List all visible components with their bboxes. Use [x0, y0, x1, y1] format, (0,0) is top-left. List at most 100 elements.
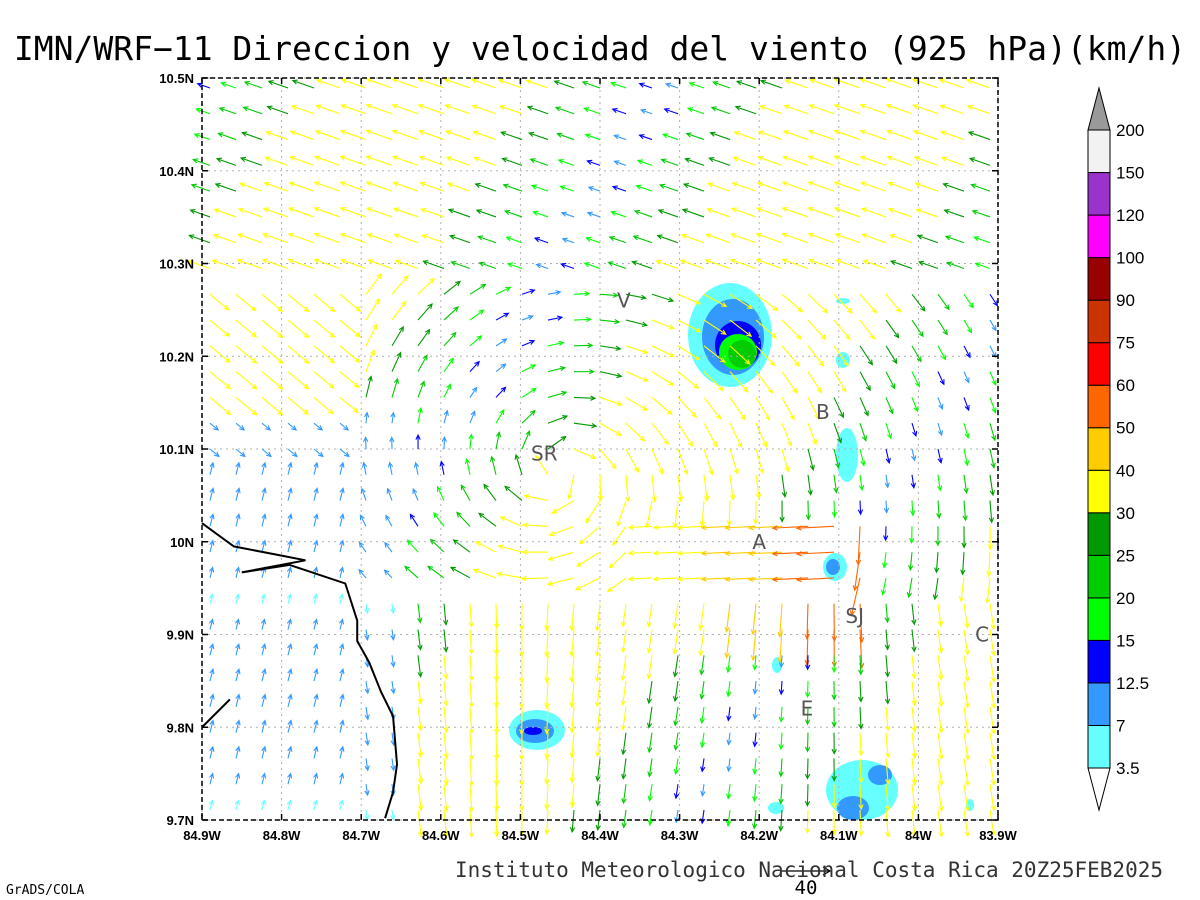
wind-vector-head: [942, 182, 949, 188]
wind-vector: [988, 552, 991, 577]
wind-vector: [314, 207, 341, 218]
wind-vector: [625, 345, 648, 354]
wind-vector: [443, 306, 459, 321]
wind-vector: [261, 514, 266, 527]
reference-vector-head: [822, 866, 832, 876]
wind-vector-head: [608, 562, 615, 569]
wind-vector: [674, 655, 679, 677]
wind-vector: [504, 210, 523, 218]
wind-vector-head: [561, 237, 568, 243]
wind-vector-head: [752, 796, 758, 803]
wind-vector: [963, 784, 969, 811]
wind-vector-head: [420, 207, 427, 213]
wind-vector-head: [209, 487, 215, 494]
wind-vector: [807, 423, 817, 445]
wind-vector: [937, 732, 943, 760]
wind-vector-head: [218, 107, 225, 113]
wind-vector: [366, 155, 393, 166]
wind-vector: [547, 436, 566, 450]
wind-vector: [703, 319, 727, 335]
wind-vector-head: [967, 131, 974, 137]
wind-vector-head: [263, 181, 270, 187]
wind-vector-head: [771, 525, 778, 531]
wind-vector: [657, 235, 679, 244]
wind-vector-head: [313, 719, 319, 726]
wind-vector: [781, 319, 802, 340]
wind-vector: [288, 233, 315, 244]
wind-vector: [242, 132, 263, 141]
wind-vector: [780, 706, 783, 722]
wind-vector: [261, 448, 272, 457]
wind-vector: [391, 809, 394, 820]
wind-vector-head: [384, 541, 390, 548]
wind-vector: [651, 345, 675, 357]
wind-vector-head: [217, 132, 224, 138]
wind-vector-head: [700, 766, 706, 773]
wind-vector: [339, 448, 350, 457]
wind-vector-head: [719, 357, 726, 363]
wind-vector-head: [627, 550, 634, 556]
wind-vector-head: [468, 433, 474, 440]
wind-vector-head: [938, 780, 944, 787]
wind-vector: [365, 298, 380, 321]
wind-vector: [495, 432, 500, 450]
wind-vector: [453, 539, 471, 553]
wind-vector: [609, 236, 627, 244]
wind-vector-head: [752, 688, 758, 695]
wind-vector-head: [287, 745, 293, 752]
wind-vector-head: [884, 617, 890, 624]
wind-vector-head: [612, 539, 618, 546]
wind-vector-head: [730, 232, 737, 239]
wind-vector-head: [313, 232, 320, 238]
wind-vector: [313, 488, 318, 501]
wind-vector: [495, 681, 498, 708]
wind-vector: [625, 474, 629, 502]
wind-vector-head: [261, 539, 267, 546]
y-tick-label: 9.7N: [167, 813, 194, 828]
wind-vector-head: [804, 746, 811, 753]
wind-vector: [209, 619, 214, 630]
wind-vector: [287, 422, 297, 431]
wind-vector: [498, 79, 523, 89]
wind-vector: [944, 209, 965, 218]
wind-vector-head: [544, 753, 550, 760]
wind-vector: [261, 720, 266, 733]
wind-vector-head: [594, 701, 601, 708]
wind-vector-head: [730, 207, 738, 213]
wind-vector-head: [391, 78, 398, 84]
wind-vector: [887, 156, 913, 166]
wind-vector: [703, 293, 727, 307]
wind-vector: [292, 80, 315, 89]
wind-vector-head: [706, 207, 713, 213]
wind-vector-head: [291, 425, 298, 431]
wind-vector: [219, 107, 237, 115]
wind-vector-head: [529, 288, 536, 294]
wind-vector-head: [339, 693, 345, 700]
wind-vector-head: [660, 158, 667, 164]
wind-vector: [673, 603, 679, 628]
wind-vector: [753, 758, 757, 774]
wind-vector: [937, 629, 942, 654]
wind-vector-head: [251, 331, 257, 338]
wind-vector-head: [224, 357, 231, 364]
wind-vector: [653, 551, 679, 554]
wind-vector-head: [705, 233, 712, 239]
wind-vector-head: [887, 207, 895, 213]
wind-vector: [478, 235, 497, 244]
wind-vector: [391, 275, 409, 295]
wind-vector-head: [393, 233, 400, 239]
wind-vector-head: [313, 258, 320, 264]
wind-vector: [885, 603, 889, 623]
wind-vector-head: [251, 409, 258, 416]
wind-vector-head: [721, 301, 728, 307]
wind-vector-head: [964, 780, 970, 787]
wind-vector-head: [590, 395, 597, 401]
wind-vector: [859, 784, 862, 810]
wind-vector-head: [493, 623, 500, 630]
wind-vector: [989, 319, 997, 331]
wind-vector-head: [418, 155, 425, 161]
wind-vector: [495, 603, 498, 629]
wind-vector-head: [235, 719, 241, 726]
wind-vector: [571, 784, 575, 808]
wind-vector-head: [808, 104, 815, 110]
